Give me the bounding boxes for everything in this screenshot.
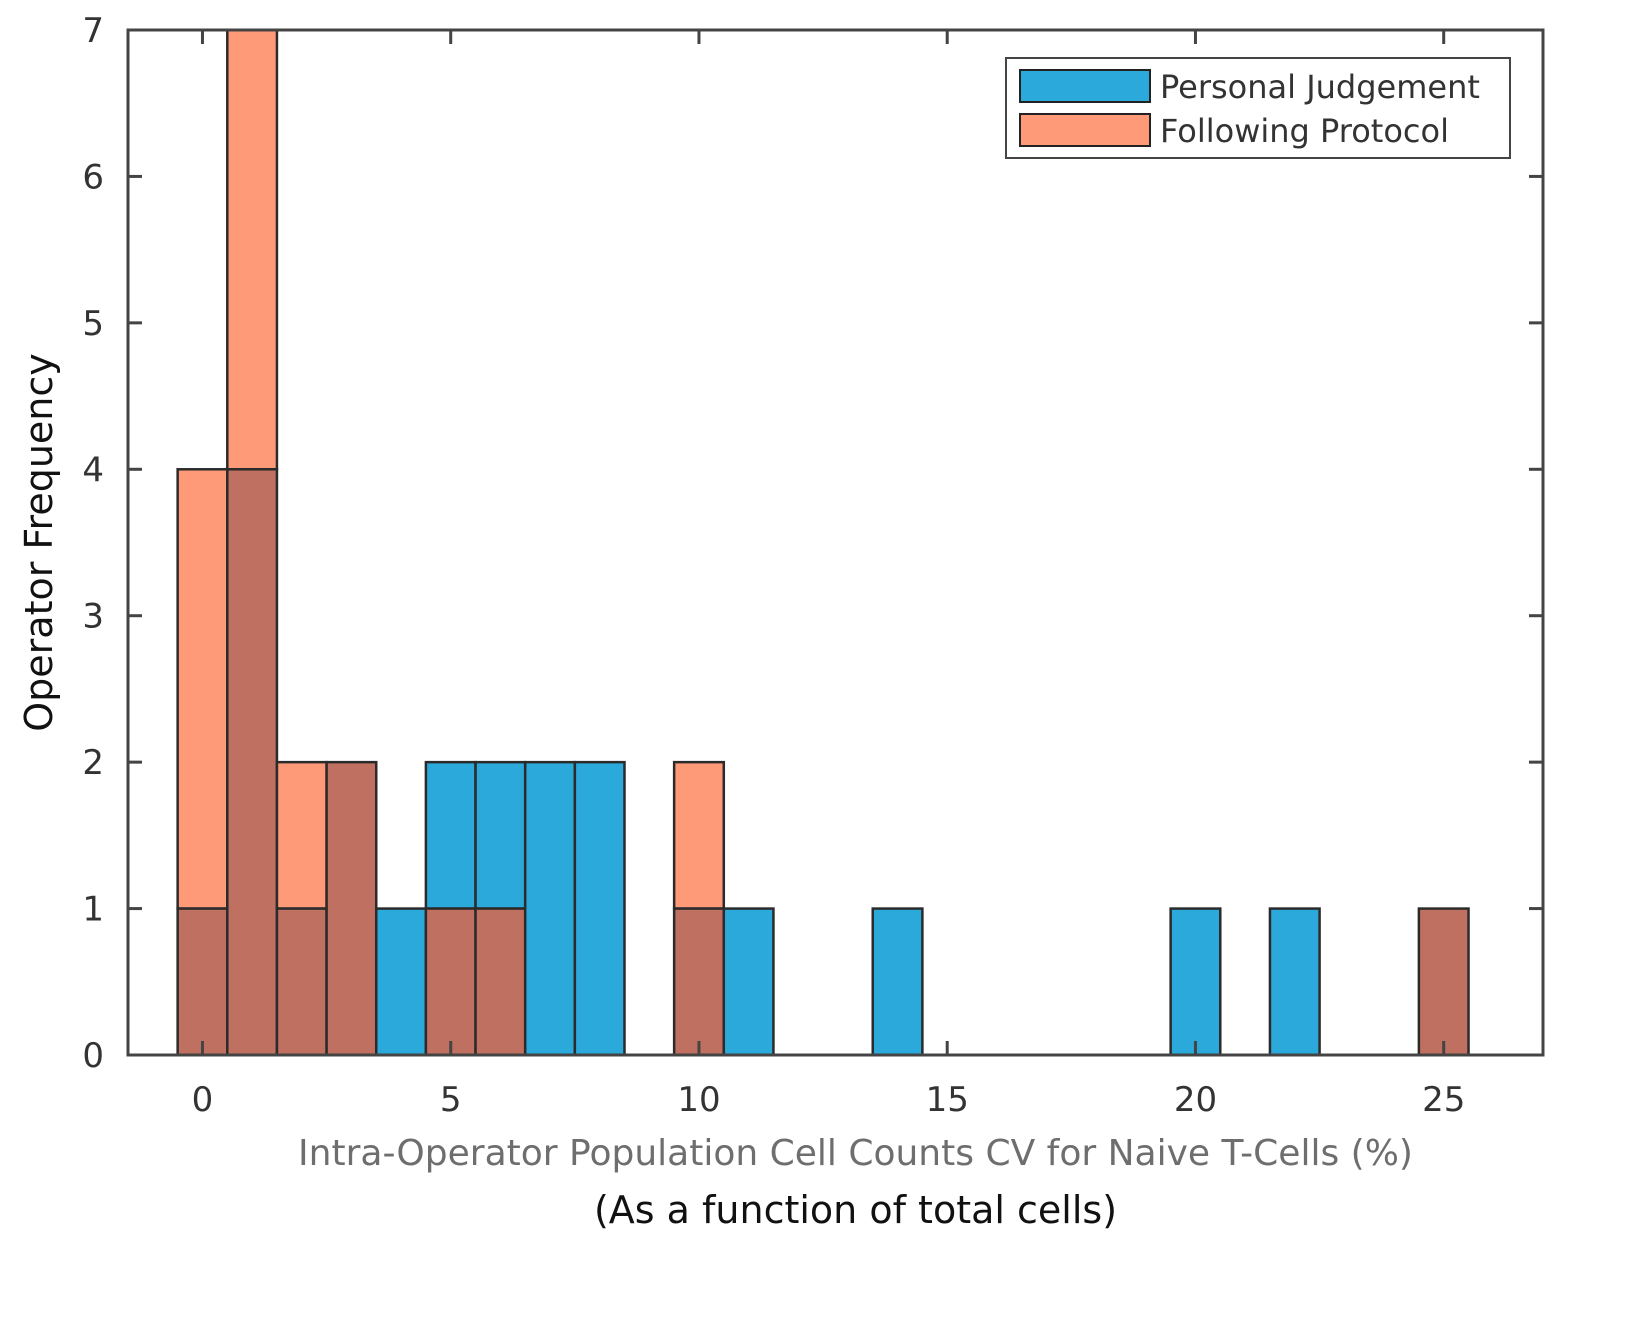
- ticks-layer: 0 5 10 15 20 25 0 1 2 3 4 5 6 7: [82, 11, 1543, 1120]
- plot-frame: [126, 28, 1545, 1057]
- bar-personal-judgement-bin-4: [374, 907, 428, 1057]
- y-tick-label-2: 2: [82, 743, 104, 783]
- y-tick-label-1: 1: [82, 890, 104, 930]
- y-tick-label-7: 7: [82, 11, 104, 51]
- y-tick-label-0: 0: [82, 1036, 104, 1076]
- y-tick-label-3: 3: [82, 597, 104, 637]
- x-tick-label-5: 5: [440, 1080, 462, 1120]
- bar-overlap-bin-1: [226, 468, 279, 1057]
- bar-personal-judgement-bin-5: [424, 760, 477, 910]
- x-axis-label: Intra-Operator Population Cell Counts CV…: [298, 1133, 1413, 1174]
- bars-layer: [176, 28, 1470, 1057]
- bar-overlap-bin-5: [424, 907, 477, 1057]
- legend: Personal Judgement Following Protocol: [1005, 57, 1511, 159]
- bar-personal-judgement-bin-22: [1268, 907, 1321, 1057]
- bar-overlap-bin-2: [275, 907, 328, 1057]
- bar-personal-judgement-bin-8: [573, 760, 626, 1057]
- x-tick-label-10: 10: [677, 1080, 720, 1120]
- y-tick-label-6: 6: [82, 157, 104, 197]
- x-axis-sublabel: (As a function of total cells): [594, 1188, 1117, 1232]
- bar-overlap-bin-25: [1417, 907, 1470, 1057]
- bar-overlap-bin-10: [672, 907, 726, 1057]
- legend-label-following-protocol: Following Protocol: [1160, 112, 1449, 150]
- legend-label-personal-judgement: Personal Judgement: [1160, 68, 1480, 106]
- bar-overlap-bin-0: [176, 907, 229, 1057]
- bar-personal-judgement-bin-7: [523, 760, 577, 1057]
- bar-overlap-bin-6: [474, 907, 527, 1057]
- bar-following-protocol-bin-0: [176, 468, 229, 910]
- bar-following-protocol-bin-2: [275, 760, 328, 910]
- y-axis-label: Operator Frequency: [17, 353, 61, 731]
- bar-personal-judgement-bin-20: [1169, 907, 1222, 1057]
- legend-swatch-following-protocol: [1019, 113, 1151, 147]
- bar-personal-judgement-bin-11: [722, 907, 775, 1057]
- x-tick-label-25: 25: [1422, 1080, 1465, 1120]
- bar-personal-judgement-bin-14: [871, 907, 924, 1057]
- x-tick-label-0: 0: [192, 1080, 214, 1120]
- legend-swatch-personal-judgement: [1019, 69, 1151, 103]
- x-tick-label-20: 20: [1174, 1080, 1217, 1120]
- bar-following-protocol-bin-1: [226, 28, 279, 471]
- y-tick-label-4: 4: [82, 450, 104, 490]
- x-tick-label-15: 15: [926, 1080, 969, 1120]
- bar-overlap-bin-3: [325, 760, 378, 1057]
- bar-personal-judgement-bin-6: [474, 760, 527, 910]
- y-tick-label-5: 5: [82, 304, 104, 344]
- bar-following-protocol-bin-10: [672, 760, 726, 910]
